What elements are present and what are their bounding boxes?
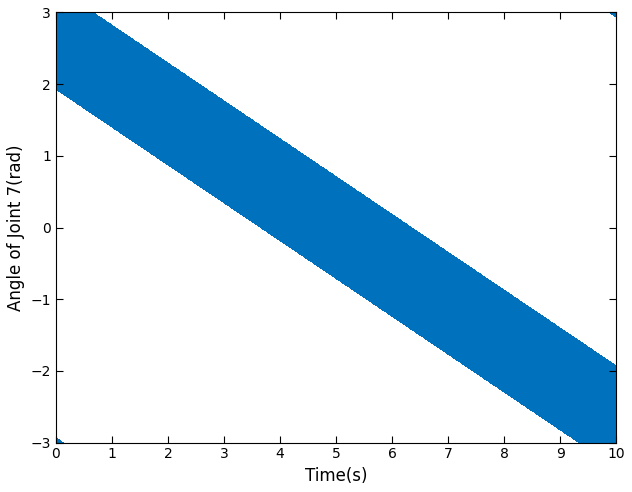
Y-axis label: Angle of Joint 7(rad): Angle of Joint 7(rad) — [7, 144, 25, 311]
X-axis label: Time(s): Time(s) — [305, 467, 367, 485]
